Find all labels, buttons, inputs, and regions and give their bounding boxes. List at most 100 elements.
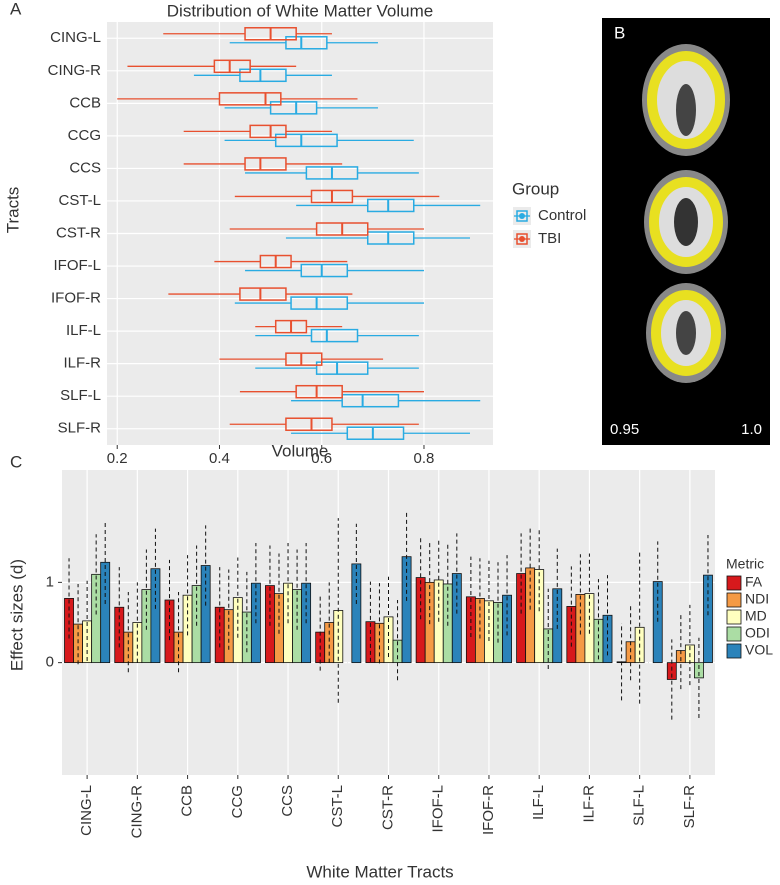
box [346,426,405,440]
box [315,361,369,375]
y-tick-label: CCG [68,127,101,144]
box [295,384,343,399]
y-tick-label: CST-L [58,192,101,209]
y-tick-label: IFOF-R [51,290,101,307]
panel-label: A [10,0,22,18]
box [213,59,251,74]
y-tick-label: CING-L [50,29,101,46]
bar [351,563,362,664]
x-tick-label: 0.2 [107,450,128,467]
legend-key [516,233,528,245]
scale-label: 1.0 [741,421,762,438]
y-tick-label: ILF-R [64,355,102,372]
chart-title: Distribution of White Matter Volume [167,1,433,20]
x-tick-label: CST-R [379,785,396,830]
legend-key [726,592,742,608]
brain-slice [642,44,730,156]
bar [324,622,335,664]
bar [82,620,93,664]
bar [223,609,234,664]
y-tick-label: 0 [46,654,54,671]
x-tick-label: IFOF-R [480,785,497,835]
x-tick-label: ILF-R [580,785,597,823]
x-tick-label: CING-L [78,785,95,836]
box [341,393,400,408]
box [218,92,282,106]
box [310,328,359,343]
x-tick-label: CCB [179,785,196,817]
y-tick-label: 1 [46,573,54,590]
brain-image: B 0.95 1.0 [602,18,770,445]
box [249,124,287,139]
bar [91,573,102,664]
y-tick-label: ILF-L [66,322,101,339]
x-axis-title: Volume [272,441,329,460]
y-tick-label: SLF-R [58,420,102,437]
y-tick-label: CCS [69,159,101,176]
y-axis-title: Effect sizes (d) [7,559,26,671]
bar [451,573,462,664]
panel-label: B [614,23,625,42]
legend-key [516,210,528,222]
bar [516,573,527,664]
legend-key [726,609,742,625]
legend-key [519,236,525,242]
legend-label: MD [745,608,767,624]
y-tick-label: IFOF-L [54,257,102,274]
x-tick-label: CING-R [128,785,145,838]
legend-label: VOL [745,642,773,658]
box [285,36,328,50]
x-tick-label: 0.6 [311,450,332,467]
x-tick-label: SLF-R [681,785,698,829]
legend-key [726,575,742,591]
box [239,287,287,301]
scale-label: 0.95 [610,421,639,438]
legend-label: FA [745,574,763,590]
legend-key [726,643,742,659]
brain-slice [646,283,726,383]
box [366,198,415,213]
x-tick-label: CST-L [329,785,346,828]
bar [365,621,376,664]
legend-label: TBI [538,230,561,247]
box [239,68,287,83]
legend-label: NDI [745,591,769,607]
x-tick-label: 0.4 [209,450,230,467]
x-axis-title: White Matter Tracts [306,862,453,881]
x-tick-label: ILF-L [530,785,547,820]
x-tick-label: SLF-L [631,785,648,826]
bar [200,565,211,664]
bar [652,581,663,664]
bar [534,569,545,664]
box [366,231,415,245]
y-axis-title: Tracts [3,187,22,234]
y-tick-label: CST-R [56,224,101,241]
bar [694,662,704,679]
legend-label: ODI [745,625,770,641]
box [300,263,349,278]
legend-label: Control [538,207,586,224]
bar [703,574,713,664]
box [244,157,287,171]
x-tick-label: CCG [229,785,246,818]
legend-key [726,626,742,642]
x-tick-label: IFOF-L [430,785,447,833]
bar [502,594,512,664]
bar [525,567,536,664]
legend-title: Metric [726,556,764,572]
legend-title: Group [512,179,559,198]
box [285,417,333,431]
y-tick-label: CCB [69,94,101,111]
box [269,101,318,115]
brain-slice [644,170,728,274]
bar [100,561,111,664]
legend-key [519,213,525,219]
bar [132,622,143,664]
bar [150,568,161,664]
x-tick-label: 0.8 [414,450,435,467]
box [290,296,349,310]
y-tick-label: SLF-L [60,387,101,404]
box [274,133,338,148]
y-tick-label: CING-R [48,62,101,79]
